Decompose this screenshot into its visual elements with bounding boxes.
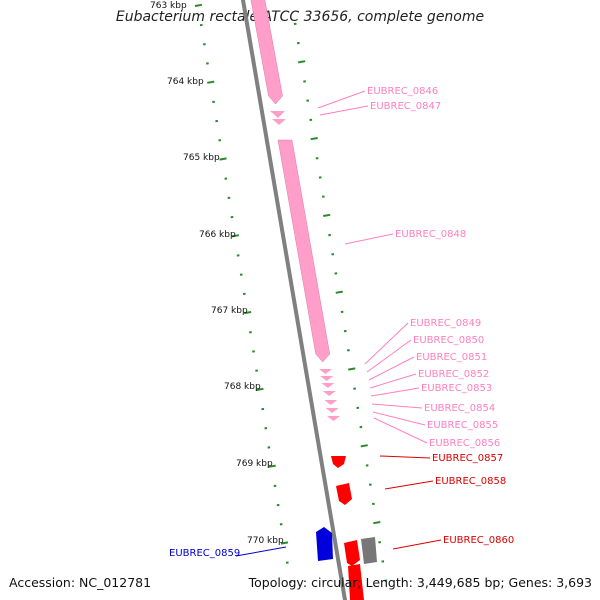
scale-label: 766 kbp — [199, 230, 236, 240]
small-gene-feature — [322, 391, 336, 396]
label-leader-line — [372, 411, 426, 426]
label-leader-line — [368, 356, 415, 381]
scale-label: 765 kbp — [183, 153, 220, 163]
small-gene-feature — [325, 408, 339, 413]
label-leader-line — [317, 90, 366, 109]
small-gene-feature — [321, 383, 335, 388]
inner-tick — [256, 387, 264, 391]
gene-label: EUBREC_0850 — [413, 335, 484, 346]
gene-label: EUBREC_0849 — [410, 318, 481, 329]
gene-label: EUBREC_0847 — [370, 101, 441, 112]
label-leader-line — [319, 105, 369, 116]
outer-tick — [373, 521, 381, 525]
outer-tick — [335, 290, 343, 294]
label-leader-line — [366, 339, 412, 373]
gene-label: EUBREC_0846 — [367, 86, 438, 97]
inner-tick — [194, 3, 203, 7]
gene-label: EUBREC_0859 — [169, 548, 240, 559]
small-gene-feature — [326, 416, 340, 421]
gene-label: EUBREC_0848 — [395, 229, 466, 240]
genome-summary-text: Topology: circular; Length: 3,449,685 bp… — [248, 575, 592, 590]
accession-text: Accession: NC_012781 — [9, 575, 152, 590]
inner-tick — [243, 311, 252, 315]
label-leader-line — [371, 403, 423, 409]
gene-labels: EUBREC_0846 EUBREC_0847 EUBREC_0848 EUBREC_… — [169, 86, 514, 559]
scale-label: 768 kbp — [224, 382, 261, 392]
inner-tick — [268, 464, 276, 468]
scale-labels: 763 kbp 764 kbp 765 kbp 766 kbp 767 kbp 768 k… — [150, 1, 284, 546]
map-title: Eubacterium rectale ATCC 33656, complete… — [115, 9, 485, 25]
scale-label: 770 kbp — [247, 536, 284, 546]
label-leader-line — [379, 455, 431, 459]
gene-label: EUBREC_0856 — [429, 438, 500, 449]
outer-tick-ring — [293, 22, 388, 582]
small-gene-feature — [324, 400, 338, 405]
label-leader-line — [364, 322, 409, 365]
label-leader-line — [344, 233, 394, 245]
grey-gene-feature — [361, 537, 377, 564]
inner-tick-ring — [194, 3, 292, 583]
outer-tick — [310, 137, 318, 141]
gene-label: EUBREC_0852 — [418, 369, 489, 380]
gene-0847-feature — [270, 111, 285, 118]
gene-features — [250, 0, 377, 600]
label-leader-line — [369, 373, 417, 389]
label-leader-line — [370, 387, 420, 397]
label-leader-line — [373, 417, 428, 444]
small-gene-feature — [320, 376, 334, 381]
gene-label: EUBREC_0854 — [424, 403, 495, 414]
outer-tick — [360, 444, 368, 448]
red-gene-feature — [348, 564, 364, 600]
gene-0848-feature — [277, 139, 331, 363]
scale-label: 767 kbp — [211, 306, 248, 316]
label-leader-line — [392, 539, 442, 550]
label-leader-line — [235, 546, 287, 557]
gene-0860-feature — [344, 540, 360, 566]
gene-label: EUBREC_0851 — [416, 352, 487, 363]
gene-0859-feature — [316, 527, 333, 561]
outer-tick — [348, 367, 356, 371]
scale-label: 764 kbp — [167, 77, 204, 87]
gene-label: EUBREC_0858 — [435, 476, 506, 487]
outer-tick — [298, 60, 306, 64]
gene-0857-feature — [331, 456, 346, 468]
inner-tick — [207, 80, 215, 84]
small-gene-feature — [319, 369, 332, 374]
gene-label: EUBREC_0860 — [443, 535, 514, 546]
gene-label: EUBREC_0853 — [421, 383, 492, 394]
scale-label: 769 kbp — [236, 459, 273, 469]
inner-tick — [219, 157, 227, 161]
inner-tick — [231, 234, 239, 238]
gene-label: EUBREC_0857 — [432, 453, 503, 464]
backbone-line — [240, 0, 348, 600]
gene-0858-feature — [336, 483, 352, 505]
gene-0846-feature — [250, 0, 283, 105]
outer-tick — [323, 213, 331, 217]
scale-label: 763 kbp — [150, 1, 187, 11]
label-leader-line — [384, 480, 434, 490]
gene-label: EUBREC_0855 — [427, 420, 498, 431]
genome-backbone — [240, 0, 348, 600]
inner-tick — [280, 541, 289, 545]
gene-0847b-feature — [272, 119, 286, 125]
